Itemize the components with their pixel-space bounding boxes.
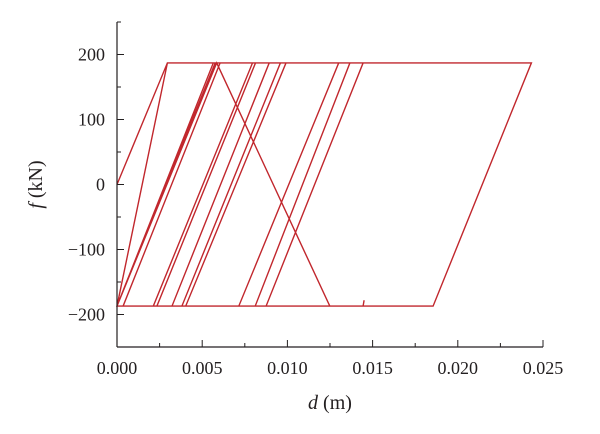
- x-axis-label: d (m): [308, 392, 352, 414]
- y-axis-label-variable: f: [25, 201, 47, 209]
- x-axis-label-unit: (m): [318, 392, 352, 414]
- plot-area: [115, 61, 533, 307]
- y-tick-label: −200: [68, 305, 105, 325]
- x-tick-label: 0.010: [267, 358, 308, 378]
- x-tick-label: 0.005: [182, 358, 223, 378]
- y-tick-label: −100: [68, 240, 105, 260]
- y-axis-label-unit: (kN): [25, 160, 47, 203]
- x-tick-label: 0.000: [97, 358, 138, 378]
- y-axis-label: f (kN): [25, 160, 47, 208]
- hysteresis-series-line: [115, 61, 533, 307]
- x-tick-label: 0.025: [523, 358, 564, 378]
- y-tick-label: 200: [78, 45, 105, 65]
- x-axis-label-variable: d: [308, 392, 319, 414]
- y-tick-label: 0: [96, 175, 105, 195]
- axes: 200 100 0 −100 −200 0.000 0.005 0.010 0.015 0.020…: [68, 21, 564, 378]
- x-tick-label: 0.020: [438, 358, 479, 378]
- y-tick-label: 100: [78, 110, 105, 130]
- x-tick-label: 0.015: [352, 358, 393, 378]
